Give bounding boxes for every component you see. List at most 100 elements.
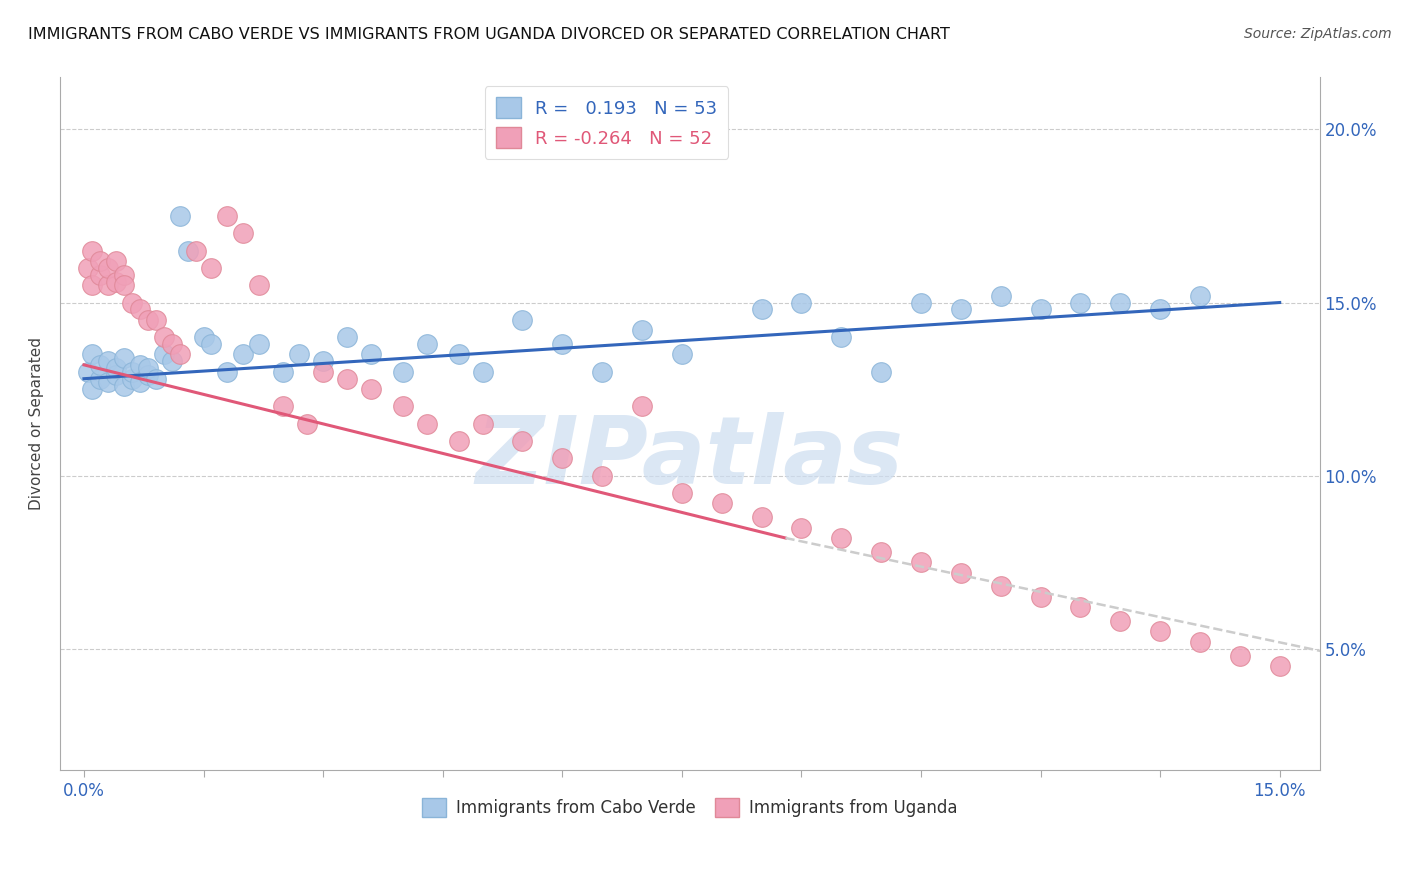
- Point: [392, 400, 415, 414]
- Point: [671, 486, 693, 500]
- Point: [751, 302, 773, 317]
- Point: [104, 368, 127, 383]
- Point: [1069, 295, 1091, 310]
- Point: [104, 254, 127, 268]
- Point: [89, 372, 111, 386]
- Y-axis label: Divorced or Separated: Divorced or Separated: [30, 337, 44, 510]
- Point: [471, 365, 494, 379]
- Point: [193, 330, 215, 344]
- Point: [447, 434, 470, 448]
- Legend: Immigrants from Cabo Verde, Immigrants from Uganda: Immigrants from Cabo Verde, Immigrants f…: [416, 791, 965, 824]
- Text: Source: ZipAtlas.com: Source: ZipAtlas.com: [1244, 27, 1392, 41]
- Point: [512, 313, 534, 327]
- Point: [80, 347, 103, 361]
- Point: [990, 288, 1012, 302]
- Point: [247, 337, 270, 351]
- Point: [112, 351, 135, 365]
- Point: [121, 372, 143, 386]
- Point: [128, 375, 150, 389]
- Point: [200, 337, 222, 351]
- Point: [89, 358, 111, 372]
- Point: [360, 382, 382, 396]
- Point: [136, 361, 159, 376]
- Point: [145, 313, 167, 327]
- Point: [671, 347, 693, 361]
- Point: [631, 323, 654, 337]
- Point: [176, 244, 198, 258]
- Point: [870, 365, 893, 379]
- Point: [1069, 600, 1091, 615]
- Point: [312, 354, 335, 368]
- Point: [447, 347, 470, 361]
- Point: [416, 417, 439, 431]
- Point: [112, 268, 135, 282]
- Point: [512, 434, 534, 448]
- Point: [80, 382, 103, 396]
- Point: [1029, 590, 1052, 604]
- Point: [830, 531, 852, 545]
- Point: [288, 347, 311, 361]
- Point: [830, 330, 852, 344]
- Point: [200, 260, 222, 275]
- Point: [591, 468, 613, 483]
- Text: ZIPatlas: ZIPatlas: [475, 412, 904, 504]
- Point: [392, 365, 415, 379]
- Point: [136, 368, 159, 383]
- Point: [910, 295, 932, 310]
- Point: [128, 358, 150, 372]
- Point: [1268, 659, 1291, 673]
- Point: [949, 566, 972, 580]
- Point: [1149, 624, 1171, 639]
- Point: [1109, 614, 1132, 628]
- Point: [97, 278, 120, 293]
- Point: [97, 354, 120, 368]
- Point: [184, 244, 207, 258]
- Point: [121, 365, 143, 379]
- Point: [1109, 295, 1132, 310]
- Point: [160, 337, 183, 351]
- Point: [631, 400, 654, 414]
- Point: [97, 375, 120, 389]
- Point: [910, 555, 932, 569]
- Point: [990, 579, 1012, 593]
- Point: [136, 313, 159, 327]
- Point: [710, 496, 733, 510]
- Point: [89, 254, 111, 268]
- Point: [870, 545, 893, 559]
- Point: [751, 510, 773, 524]
- Point: [121, 295, 143, 310]
- Point: [1029, 302, 1052, 317]
- Point: [169, 209, 191, 223]
- Point: [145, 372, 167, 386]
- Point: [271, 400, 294, 414]
- Point: [217, 209, 239, 223]
- Point: [217, 365, 239, 379]
- Point: [336, 372, 359, 386]
- Point: [112, 378, 135, 392]
- Text: IMMIGRANTS FROM CABO VERDE VS IMMIGRANTS FROM UGANDA DIVORCED OR SEPARATED CORRE: IMMIGRANTS FROM CABO VERDE VS IMMIGRANTS…: [28, 27, 950, 42]
- Point: [77, 260, 100, 275]
- Point: [312, 365, 335, 379]
- Point: [790, 295, 813, 310]
- Point: [232, 347, 254, 361]
- Point: [416, 337, 439, 351]
- Point: [169, 347, 191, 361]
- Point: [1229, 648, 1251, 663]
- Point: [1188, 635, 1211, 649]
- Point: [271, 365, 294, 379]
- Point: [949, 302, 972, 317]
- Point: [104, 361, 127, 376]
- Point: [152, 347, 174, 361]
- Point: [77, 365, 100, 379]
- Point: [790, 520, 813, 534]
- Point: [80, 278, 103, 293]
- Point: [1188, 288, 1211, 302]
- Point: [160, 354, 183, 368]
- Point: [89, 268, 111, 282]
- Point: [551, 451, 574, 466]
- Point: [551, 337, 574, 351]
- Point: [1149, 302, 1171, 317]
- Point: [152, 330, 174, 344]
- Point: [97, 260, 120, 275]
- Point: [360, 347, 382, 361]
